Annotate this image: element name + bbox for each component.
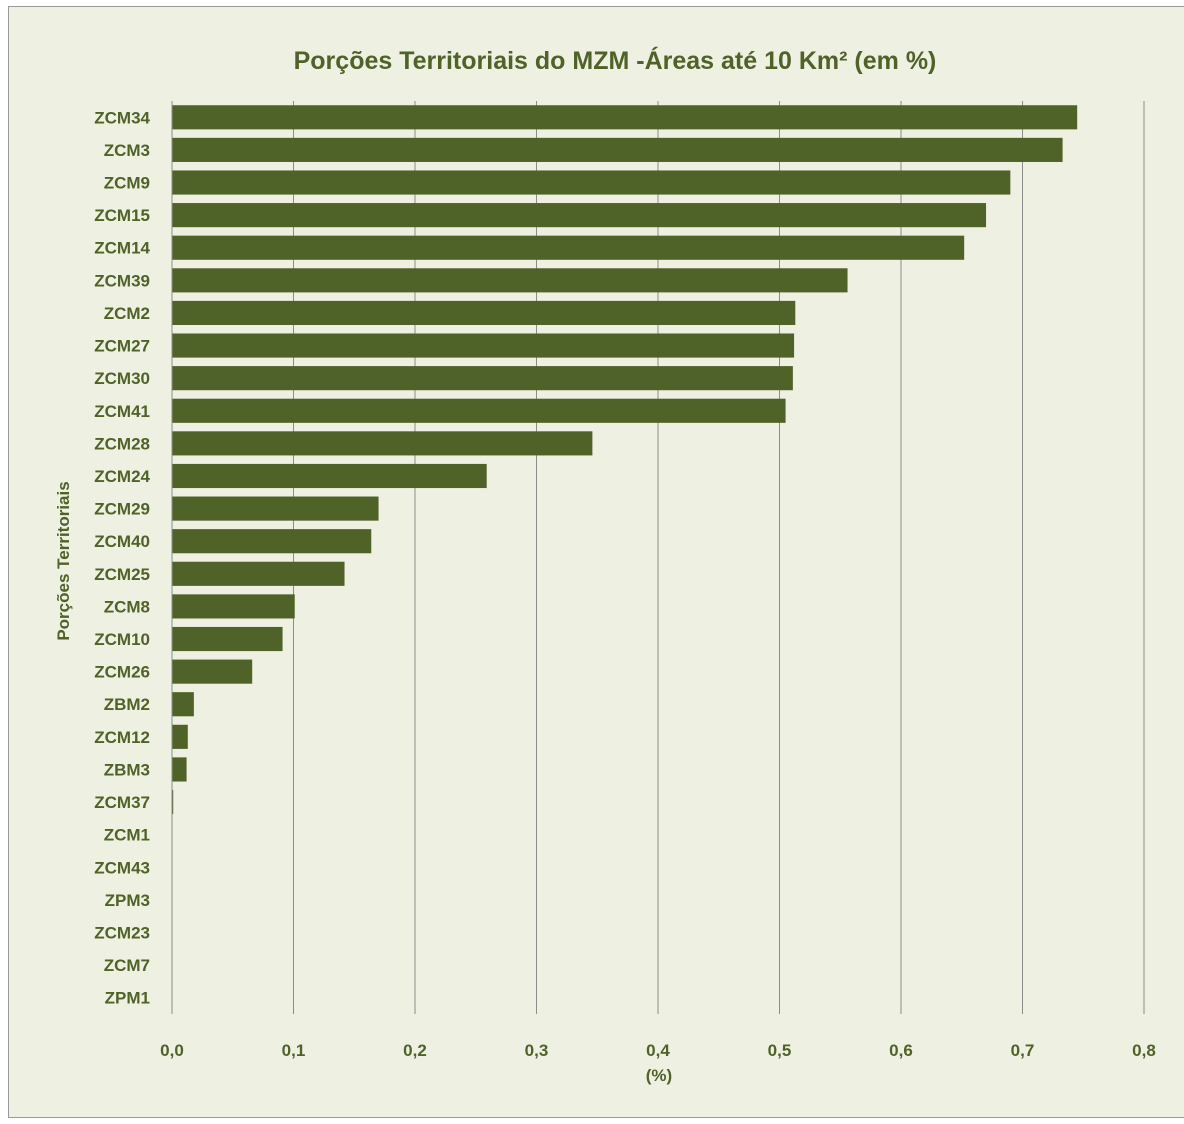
- x-tick-labels: 0,0 0,1 0,2 0,3 0,4 0,5 0,6 0,7 0,8: [160, 1041, 1156, 1060]
- category-label: ZCM15: [94, 206, 150, 225]
- category-label: ZCM28: [94, 434, 150, 453]
- category-label: ZCM12: [94, 728, 150, 747]
- chart-title: Porções Territoriais do MZM -Áreas até 1…: [294, 46, 937, 75]
- category-label: ZCM26: [94, 663, 150, 682]
- bar-zcm41: [172, 398, 786, 423]
- category-labels: ZCM34 ZCM3 ZCM9 ZCM15 ZCM14 ZCM39 ZCM2 ZCM27 ZCM…: [94, 108, 150, 1007]
- category-label: ZCM2: [104, 304, 150, 323]
- category-label: ZPM3: [105, 891, 150, 910]
- x-tick-label: 0,2: [403, 1041, 427, 1060]
- bar-zcm27: [172, 333, 795, 358]
- category-label: ZCM34: [94, 108, 150, 127]
- category-label: ZCM3: [104, 141, 150, 160]
- x-tick-label: 0,1: [282, 1041, 306, 1060]
- bar-zcm14: [172, 235, 965, 260]
- category-label: ZBM2: [104, 695, 150, 714]
- bar-zbm2: [172, 692, 194, 717]
- x-tick-label: 0,7: [1011, 1041, 1035, 1060]
- category-label: ZCM24: [94, 467, 150, 486]
- chart-area: Porções Territoriais do MZM -Áreas até 1…: [8, 6, 1184, 1118]
- x-tick-label: 0,8: [1132, 1041, 1156, 1060]
- bar-zcm34: [172, 105, 1078, 130]
- category-label: ZCM39: [94, 271, 150, 290]
- category-label: ZCM10: [94, 630, 150, 649]
- bar-zcm24: [172, 463, 487, 489]
- y-axis-title: Porções Territoriais: [54, 481, 73, 640]
- bar-zcm25: [172, 561, 345, 586]
- bar-zcm30: [172, 366, 793, 391]
- bar-zcm26: [172, 659, 253, 684]
- bar-zcm3: [172, 137, 1063, 162]
- category-label: ZCM9: [104, 174, 150, 193]
- bar-zcm28: [172, 431, 593, 456]
- category-label: ZCM40: [94, 532, 150, 551]
- category-label: ZCM7: [104, 956, 150, 975]
- x-tick-label: 0,6: [889, 1041, 913, 1060]
- category-label: ZCM43: [94, 858, 150, 877]
- category-label: ZCM37: [94, 793, 150, 812]
- x-axis-title: (%): [646, 1066, 672, 1085]
- category-label: ZCM30: [94, 369, 150, 388]
- bar-zcm39: [172, 268, 848, 293]
- x-tick-label: 0,4: [646, 1041, 670, 1060]
- bar-zcm9: [172, 170, 1011, 195]
- category-label: ZCM23: [94, 923, 150, 942]
- bars: [172, 105, 1078, 815]
- category-label: ZCM27: [94, 337, 150, 356]
- category-label: ZCM25: [94, 565, 150, 584]
- category-label: ZCM14: [94, 239, 150, 258]
- bar-zcm40: [172, 529, 372, 554]
- bar-zcm12: [172, 724, 188, 749]
- category-label: ZCM8: [104, 597, 150, 616]
- x-tick-label: 0,0: [160, 1041, 184, 1060]
- category-label: ZCM1: [104, 826, 150, 845]
- bar-chart: Porções Territoriais do MZM -Áreas até 1…: [54, 46, 1156, 1085]
- bar-zcm29: [172, 496, 379, 521]
- x-tick-label: 0,5: [768, 1041, 792, 1060]
- bar-zcm8: [172, 594, 295, 619]
- bar-zcm10: [172, 626, 283, 652]
- category-label: ZCM41: [94, 402, 150, 421]
- x-tick-label: 0,3: [525, 1041, 549, 1060]
- bar-zcm37: [172, 789, 174, 815]
- bar-zbm3: [172, 757, 187, 782]
- category-label: ZCM29: [94, 500, 150, 519]
- bar-zcm2: [172, 300, 796, 326]
- category-label: ZPM1: [105, 989, 150, 1008]
- category-label: ZBM3: [104, 760, 150, 779]
- bar-zcm15: [172, 203, 987, 228]
